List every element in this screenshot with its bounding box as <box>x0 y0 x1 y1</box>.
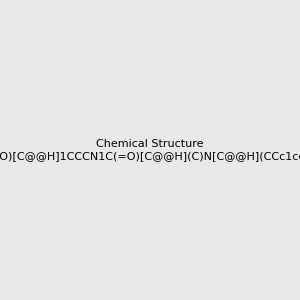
Text: Chemical Structure
OC(=O)[C@@H]1CCCN1C(=O)[C@@H](C)N[C@@H](CCc1ccccc1: Chemical Structure OC(=O)[C@@H]1CCCN1C(=… <box>0 139 300 161</box>
